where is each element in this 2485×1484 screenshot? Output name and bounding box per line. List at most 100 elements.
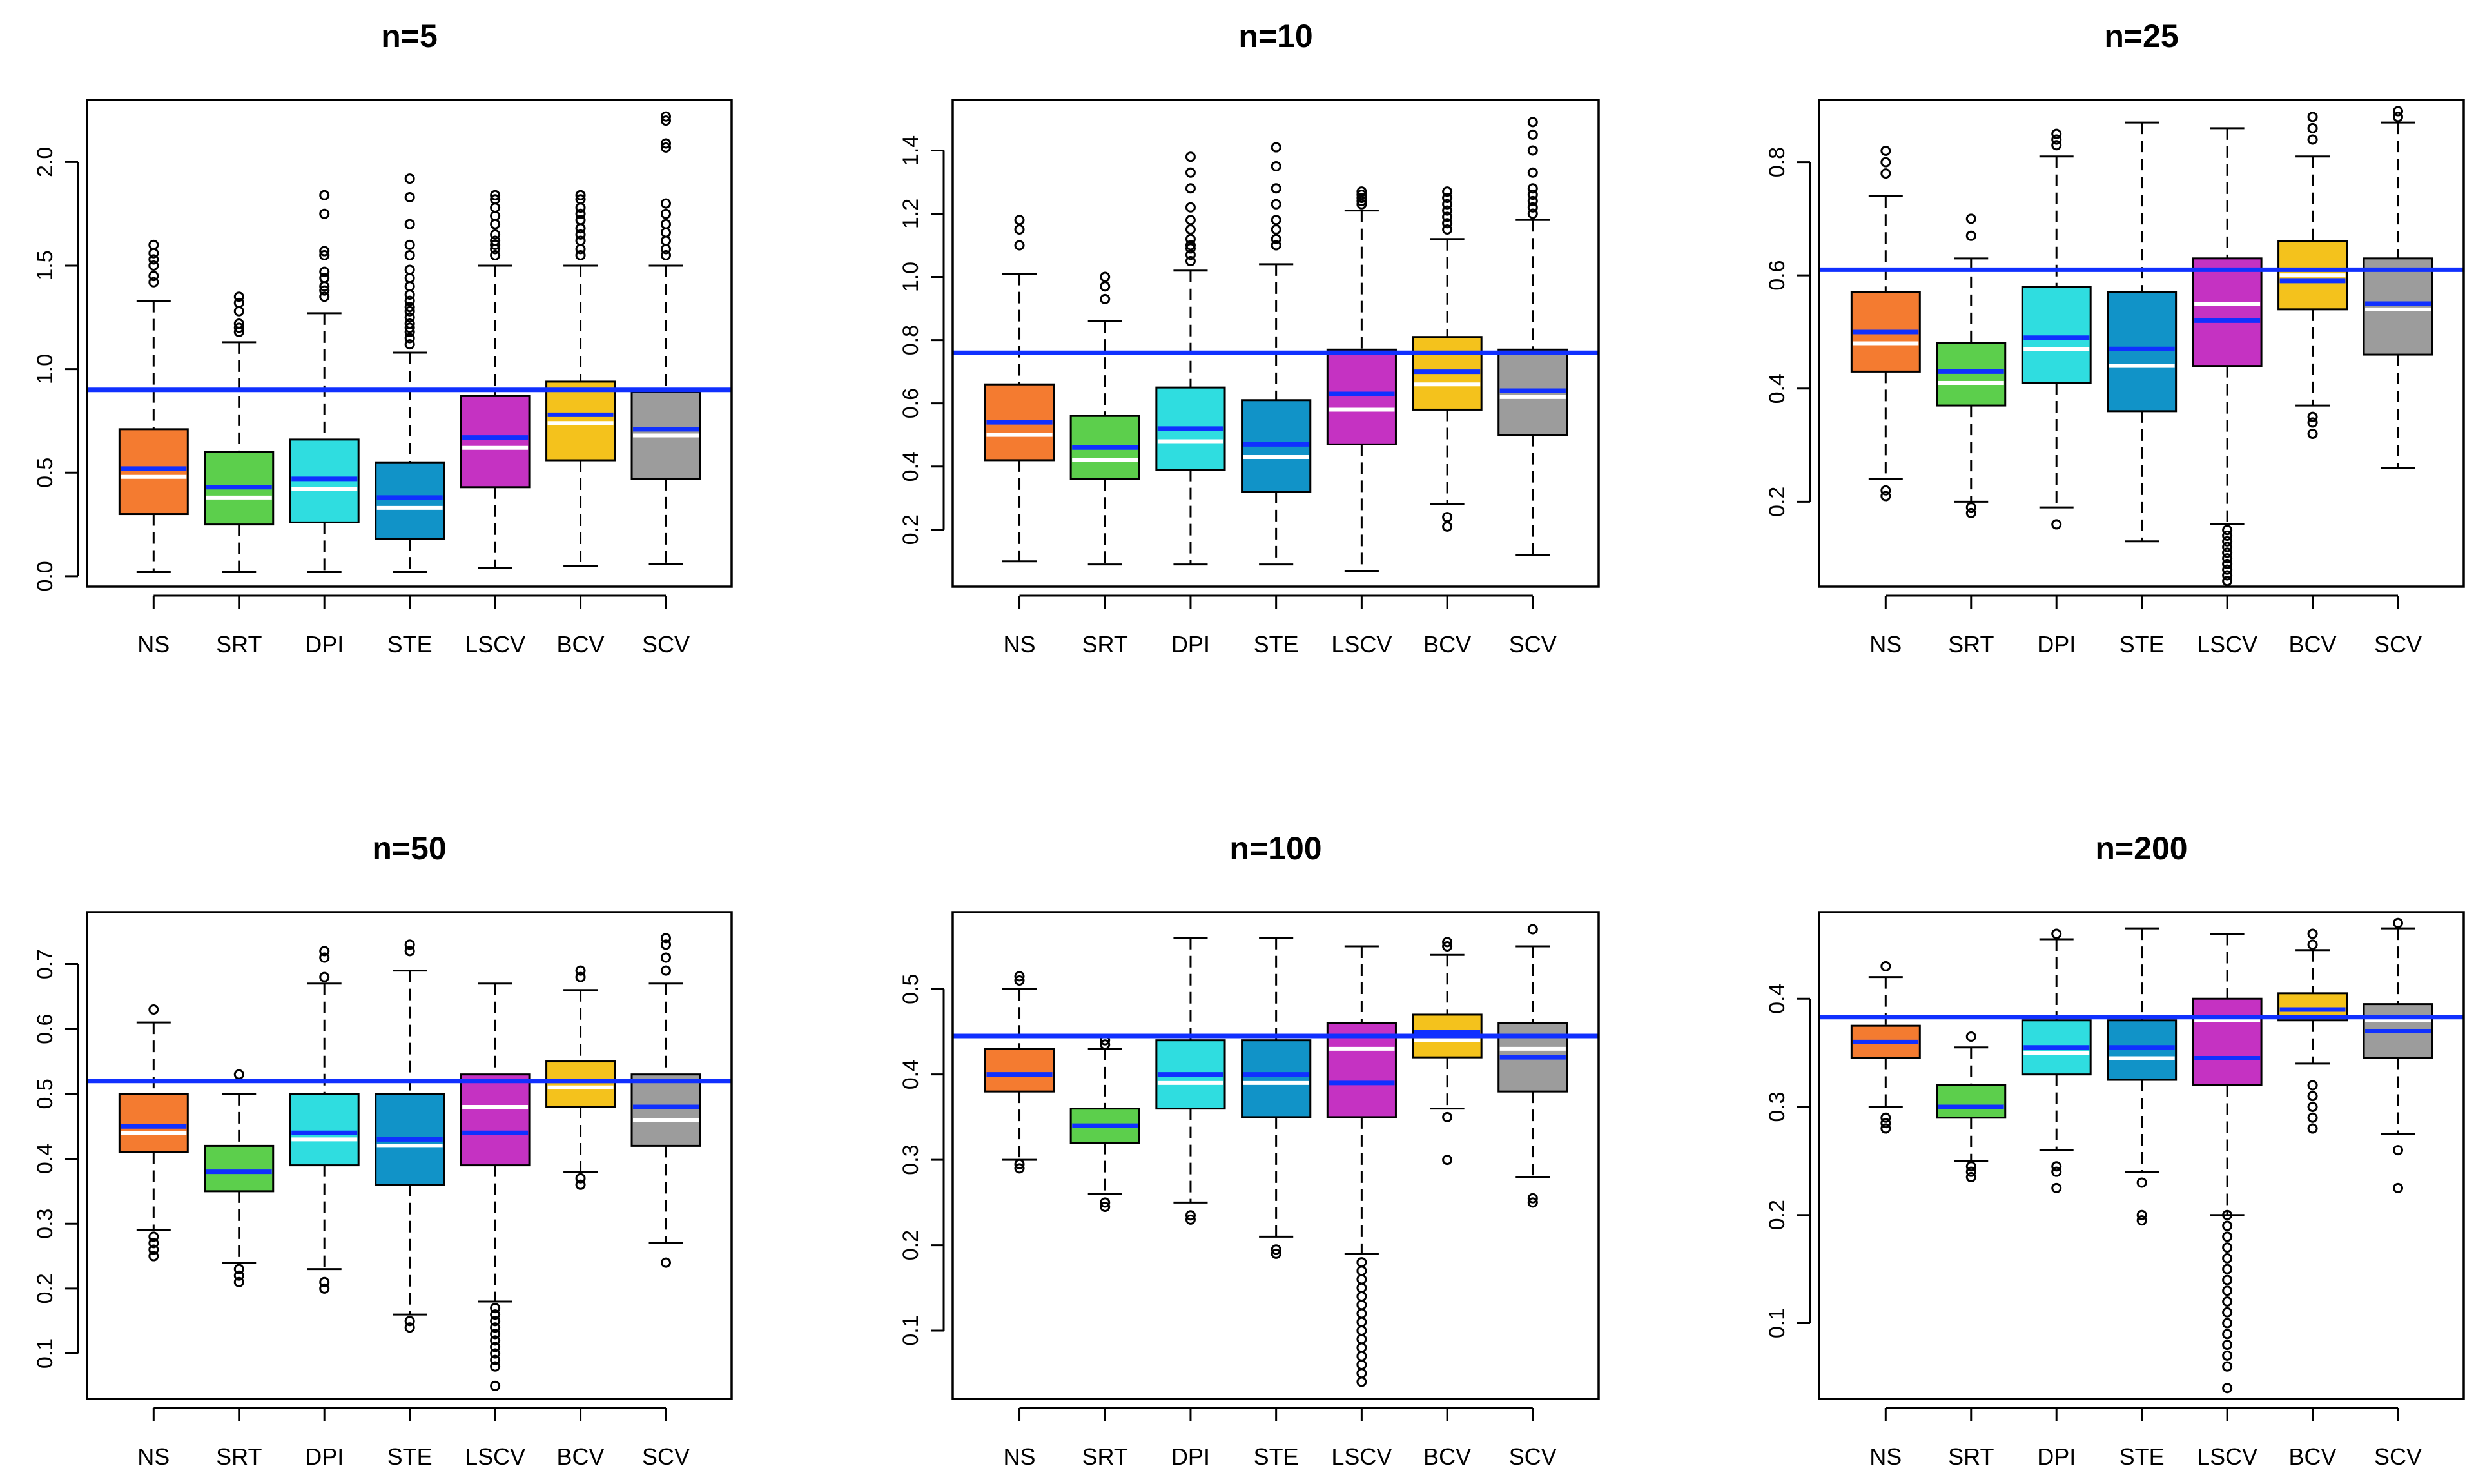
x-tick-label: NS [1004, 1443, 1036, 1470]
box-ste [2107, 121, 2178, 543]
outlier-point [319, 190, 330, 200]
outlier-point [233, 1069, 244, 1080]
box-ns [118, 239, 189, 574]
plot-frame [1818, 99, 2465, 588]
box-iqr [2021, 286, 2092, 384]
x-tick-label: NS [1004, 631, 1036, 658]
x-tick-label: SRT [1082, 631, 1128, 658]
outlier-point [2307, 939, 2318, 950]
outlier-point [1965, 1161, 1976, 1172]
outlier-point [490, 1329, 501, 1340]
outlier-point [319, 291, 330, 302]
outlier-point [575, 194, 586, 205]
x-tick-label: SCV [1509, 631, 1557, 658]
outlier-point [2222, 530, 2233, 541]
box-iqr [1936, 1084, 2007, 1119]
outlier-point [1356, 1308, 1367, 1319]
box-iqr [289, 1093, 360, 1167]
box-iqr [2107, 291, 2178, 413]
outlier-point [1356, 1282, 1367, 1293]
x-tick-label: STE [2120, 1443, 2165, 1470]
outlier-point [661, 939, 672, 950]
y-tick-label: 0.0 [33, 561, 57, 591]
outlier-point [2136, 1209, 2147, 1220]
outlier-point [661, 1257, 672, 1268]
outlier-point [2222, 576, 2233, 587]
panel-n-25: n=25 0.2 0.4 0.6 0.8 NS SRT DPI STE LSCV BCV SCV [1765, 18, 2465, 658]
outlier-point [490, 210, 501, 221]
outlier-point [1527, 117, 1538, 128]
outlier-point [1356, 1265, 1367, 1276]
outlier-point [404, 306, 415, 317]
y-tick-label: 0.2 [899, 1230, 923, 1260]
outlier-point [2222, 525, 2233, 536]
box-dpi [2021, 128, 2092, 530]
box-iqr [2192, 257, 2263, 367]
outlier-point [1527, 167, 1538, 178]
y-tick-label: 0.1 [899, 1315, 923, 1345]
y-tick-label: 0.4 [33, 1144, 57, 1174]
outlier-point [2222, 1329, 2233, 1340]
outlier-point [2051, 928, 2062, 939]
outlier-point [1442, 1111, 1453, 1122]
outlier-point [575, 971, 586, 982]
outlier-point [490, 1348, 501, 1359]
outlier-point [490, 1335, 501, 1346]
outlier-point [1880, 961, 1891, 971]
y-tick-label: 0.2 [1765, 1200, 1789, 1230]
outlier-point [2307, 1102, 2318, 1112]
y-tick-label: 0.2 [899, 514, 923, 545]
box-dpi [1155, 937, 1226, 1225]
outlier-point [661, 219, 672, 229]
x-tick-label: DPI [1171, 1443, 1210, 1470]
plot-frame [951, 99, 1600, 588]
x-tick-label: LSCV [465, 1443, 525, 1470]
outlier-point [490, 1303, 501, 1314]
outlier-point [1356, 1257, 1367, 1268]
outlier-point [1356, 199, 1367, 210]
box-ste [2107, 927, 2178, 1226]
outlier-point [1880, 485, 1891, 496]
outlier-point [2222, 1318, 2233, 1329]
box-bcv [1412, 937, 1483, 1166]
outlier-point [404, 1322, 415, 1333]
outlier-point [1442, 186, 1453, 197]
panel-n-10: n=10 0.2 0.4 0.6 0.8 1.0 1.2 1.4 NS SRT DPI STE LSCV… [899, 18, 1600, 658]
outlier-point [1185, 249, 1196, 260]
outlier-point [1356, 192, 1367, 203]
outlier-point [233, 297, 244, 308]
panel-title: n=100 [1229, 830, 1321, 866]
outlier-point [1271, 224, 1281, 235]
box-iqr [630, 1073, 701, 1147]
outlier-point [404, 312, 415, 323]
outlier-point [575, 208, 586, 219]
panel-n-5: n=5 0.0 0.5 1.0 1.5 2.0 NS SRT DPI STE LSCV BCV SCV [33, 18, 733, 658]
box-iqr [118, 428, 189, 516]
box-lscv [460, 190, 531, 569]
box-iqr [2107, 1019, 2178, 1081]
box-ns [1850, 146, 1921, 502]
outlier-point [1271, 183, 1281, 194]
outlier-point [1014, 975, 1025, 986]
box-srt [1936, 1031, 2007, 1183]
x-tick-label: SCV [2374, 631, 2422, 658]
box-lscv [2192, 127, 2263, 587]
outlier-point [1442, 937, 1453, 948]
y-tick-label: 0.1 [1765, 1308, 1789, 1338]
outlier-point [575, 229, 586, 240]
outlier-point [319, 285, 330, 296]
box-lscv [460, 982, 531, 1391]
y-tick-label: 0.3 [1765, 1091, 1789, 1122]
outlier-point [233, 1270, 244, 1281]
x-tick-label: STE [387, 1443, 433, 1470]
outlier-point [404, 322, 415, 333]
outlier-point [575, 965, 586, 976]
outlier-point [490, 1309, 501, 1320]
outlier-point [1527, 924, 1538, 935]
outlier-point [1356, 1376, 1367, 1387]
outlier-point [1527, 129, 1538, 140]
panel-title: n=50 [372, 830, 446, 866]
outlier-point [490, 1380, 501, 1391]
outlier-point [1356, 190, 1367, 200]
